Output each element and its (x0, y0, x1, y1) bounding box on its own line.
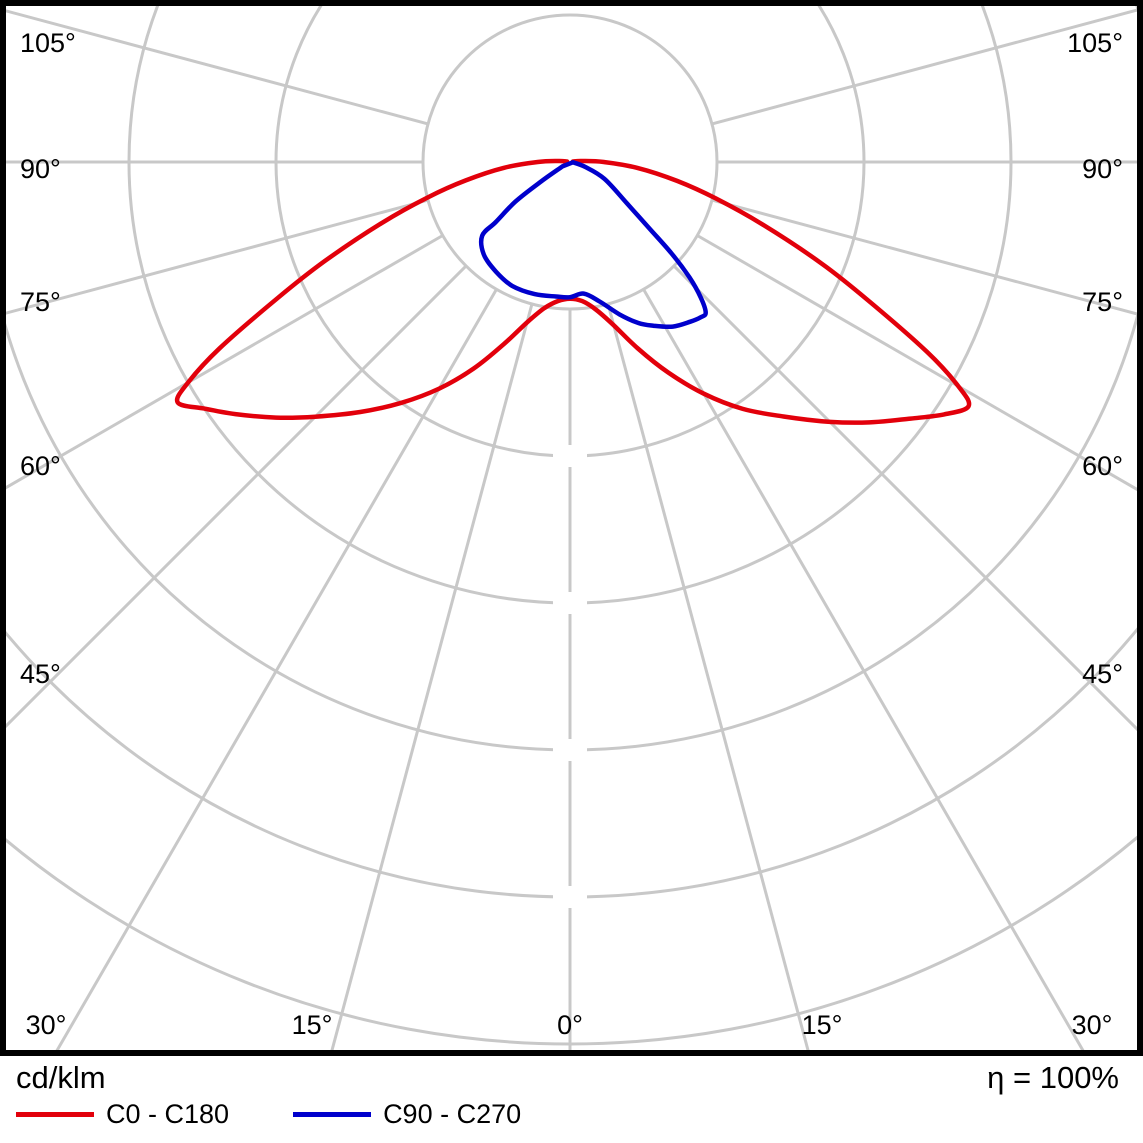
polar-chart: 105° 105° 90° 90° 75° 75° 60° 60° 45° 45° 30° 15° 0°… (0, 0, 1143, 1056)
radial-line (606, 303, 810, 1050)
legend-swatch-c90-c270-curve (293, 1112, 372, 1117)
angle-label: 60° (20, 451, 61, 481)
legend-label: C90 - C270 (383, 1099, 522, 1129)
angle-label: 30° (1072, 1010, 1113, 1040)
radial-tick-gap (553, 445, 587, 467)
angle-label: 90° (1082, 154, 1123, 184)
c90-c270-curve (478, 160, 708, 330)
series-curves (174, 158, 972, 425)
radial-line (6, 264, 468, 729)
legend-item: C0 - C180 (16, 1099, 229, 1130)
radial-line (696, 234, 1137, 492)
radial-line (672, 264, 1137, 732)
legend-item: C90 - C270 (293, 1099, 521, 1130)
radial-line (642, 288, 1085, 1050)
radial-line (6, 198, 429, 315)
angle-label: 75° (20, 287, 61, 317)
angle-label: 60° (1082, 451, 1123, 481)
radial-line (6, 9, 429, 126)
angle-label: 15° (802, 1010, 843, 1040)
angle-label: 0° (557, 1010, 583, 1040)
radial-line (711, 198, 1137, 316)
efficiency-label: η = 100% (987, 1060, 1119, 1095)
polar-grid (6, 6, 1137, 1050)
angle-label: 30° (26, 1010, 67, 1040)
radial-tick-gap (553, 739, 587, 761)
radial-line (330, 303, 534, 1050)
plot-border (0, 0, 1143, 1056)
radial-tick-gap (553, 592, 587, 614)
angle-label: 90° (20, 154, 61, 184)
legend-label: C0 - C180 (106, 1099, 230, 1129)
angle-label: 45° (20, 659, 61, 689)
angle-label: 75° (1082, 287, 1123, 317)
angle-label: 105° (20, 28, 76, 58)
angle-label: 105° (1067, 28, 1123, 58)
radial-line (55, 288, 498, 1050)
c0-c180-curve (174, 158, 972, 425)
legend: C0 - C180 C90 - C270 (16, 1099, 521, 1130)
radial-tick-gap (553, 886, 587, 908)
radial-line (711, 8, 1137, 126)
radial-line (6, 234, 444, 490)
units-label: cd/klm (16, 1060, 106, 1095)
legend-swatch-c0-c180-curve (16, 1112, 94, 1117)
angle-label: 15° (292, 1010, 333, 1040)
angle-label: 45° (1082, 659, 1123, 689)
